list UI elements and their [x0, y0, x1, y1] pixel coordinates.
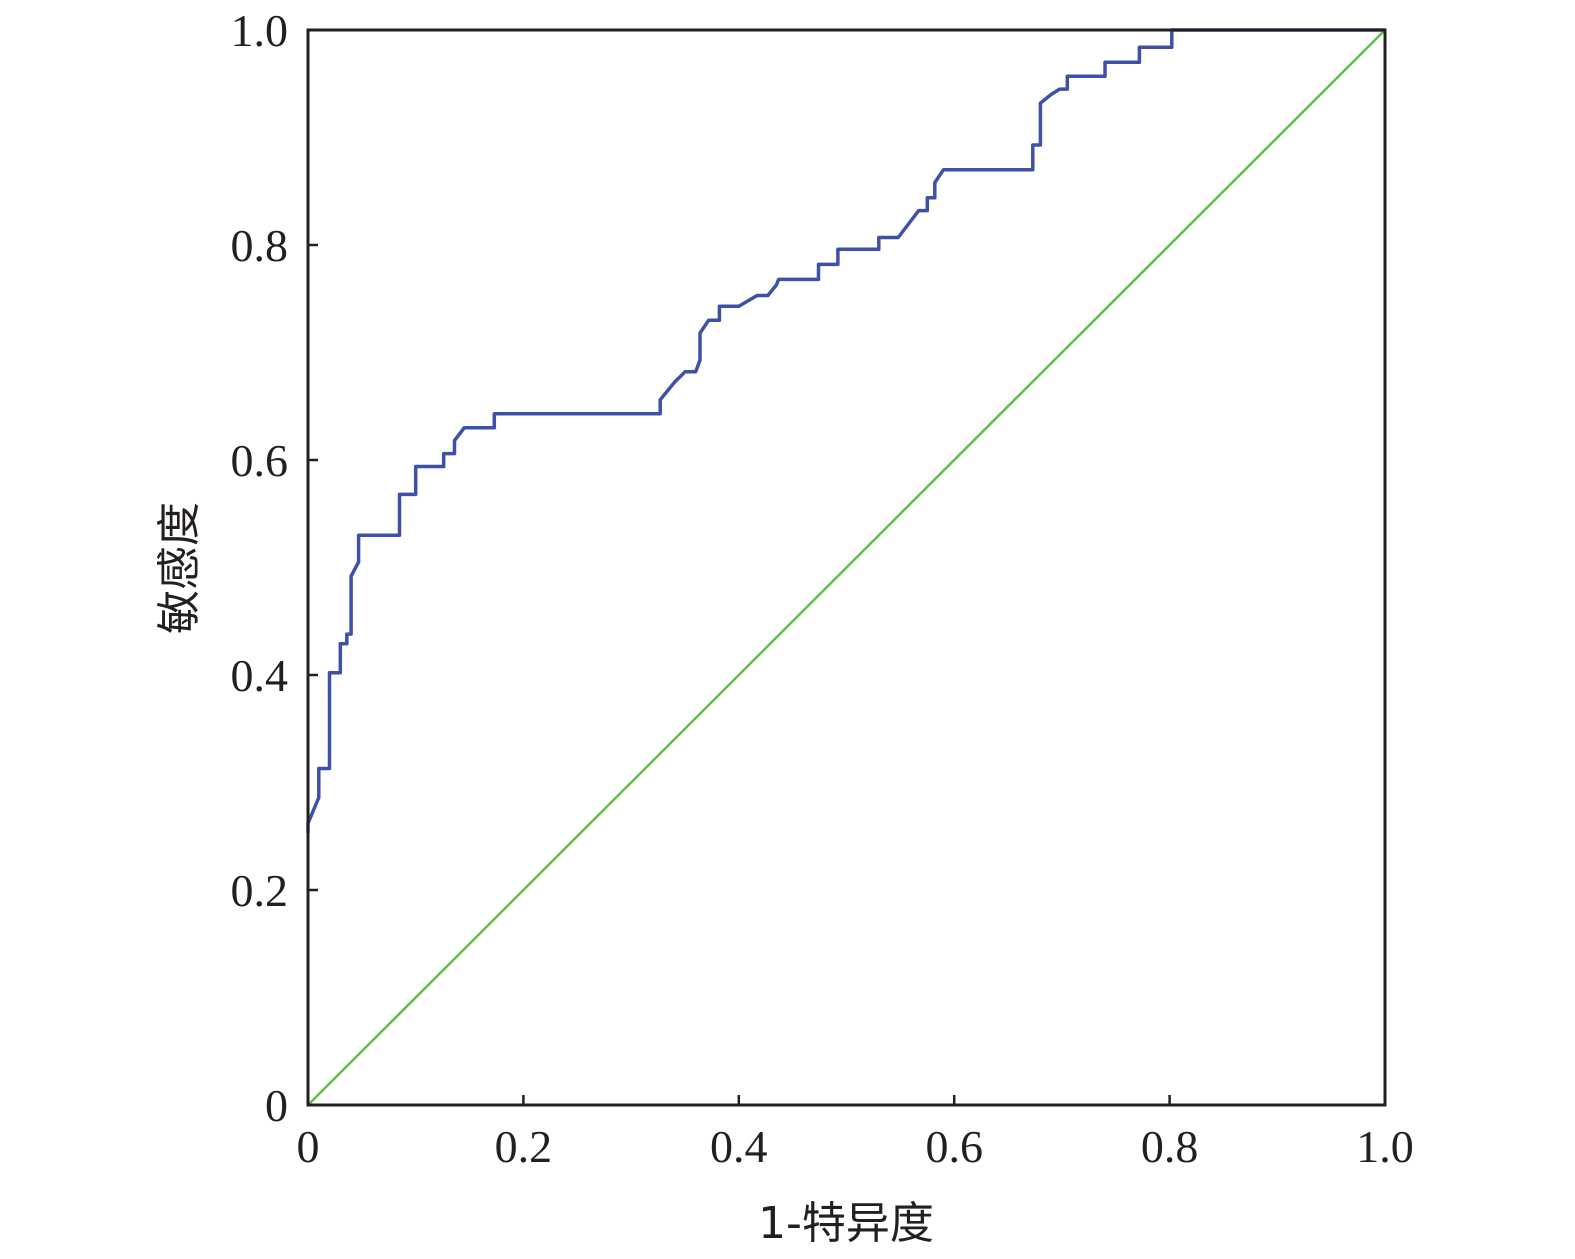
- y-axis-ticks: 0 0.2 0.4 0.6 0.8 1.0: [231, 5, 318, 1131]
- x-tick-label: 0.2: [495, 1121, 553, 1172]
- x-axis-title: 1-特异度: [758, 1198, 934, 1249]
- plot-frame: [306, 28, 1387, 1107]
- y-tick-label: 0: [265, 1080, 288, 1131]
- plot-area: [306, 28, 1387, 1107]
- reference-diagonal-line: [307, 29, 1386, 1106]
- x-axis-ticks: 0 0.2 0.4 0.6 0.8 1.0: [297, 1095, 1414, 1172]
- y-axis-title: 敏感度: [154, 502, 205, 634]
- x-tick-label: 0.6: [925, 1121, 983, 1172]
- y-tick-label: 0.6: [231, 435, 289, 486]
- x-tick-label: 0.8: [1141, 1121, 1199, 1172]
- x-tick-label: 0.4: [710, 1121, 768, 1172]
- y-tick-label: 1.0: [231, 5, 289, 56]
- roc-curve: [306, 28, 1385, 833]
- x-tick-label: 0: [297, 1121, 320, 1172]
- y-tick-label: 0.8: [231, 220, 289, 271]
- y-tick-label: 0.2: [231, 865, 289, 916]
- x-tick-label: 1.0: [1356, 1121, 1414, 1172]
- y-tick-label: 0.4: [231, 650, 289, 701]
